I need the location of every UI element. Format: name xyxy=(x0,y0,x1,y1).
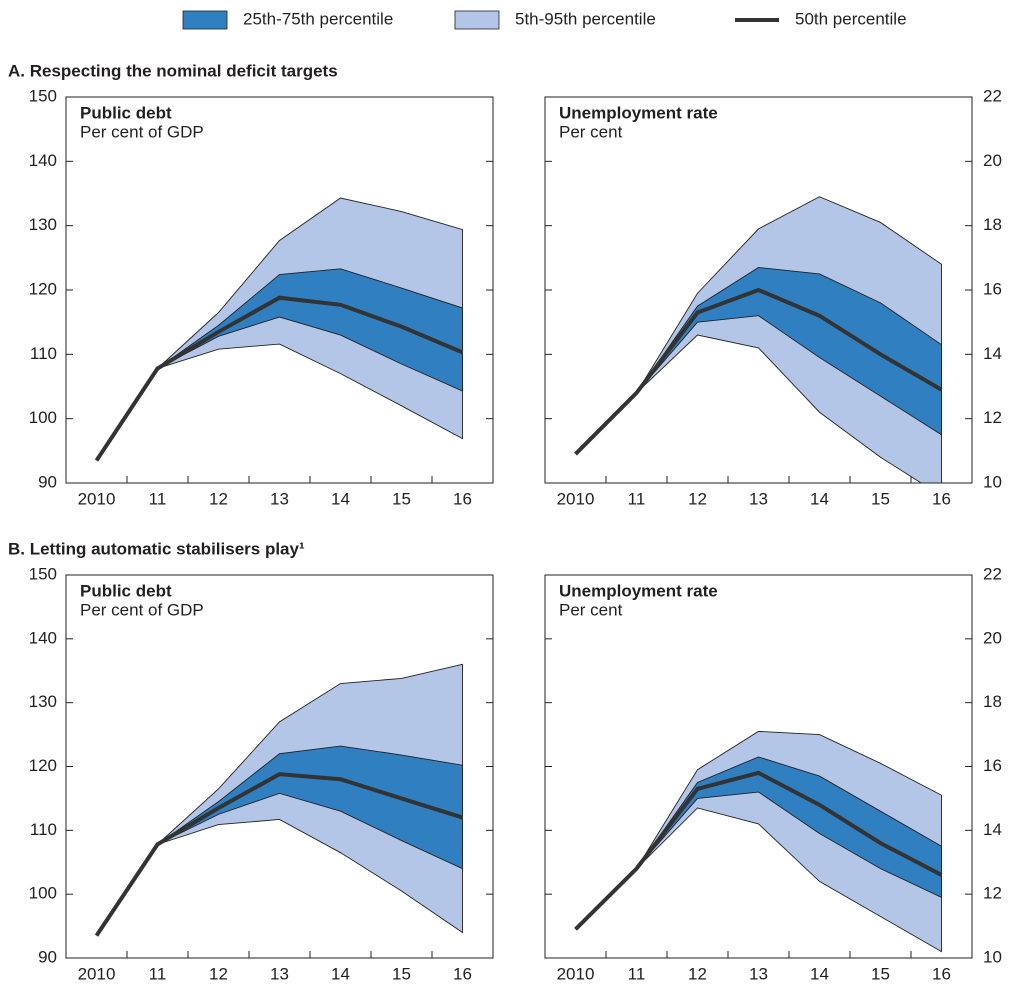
y-tick-label: 12 xyxy=(983,408,1002,427)
plot xyxy=(574,196,943,483)
y-tick-label: 120 xyxy=(29,279,57,298)
y-tick-label: 130 xyxy=(29,692,57,711)
panel-subtitle: Per cent of GDP xyxy=(80,600,204,619)
x-tick-label: 11 xyxy=(149,964,167,983)
y-tick-label: 140 xyxy=(29,151,57,170)
plot xyxy=(94,197,464,462)
percentile-band xyxy=(636,756,942,899)
x-tick-label: 13 xyxy=(749,489,768,508)
plot xyxy=(94,663,464,937)
x-tick-label: 15 xyxy=(871,964,890,983)
y-tick-label: 10 xyxy=(983,472,1002,491)
y-tick-label: 90 xyxy=(38,472,57,491)
x-tick-label: 11 xyxy=(149,489,167,508)
legend-swatch xyxy=(454,10,500,30)
y-tick-label: 110 xyxy=(30,344,57,363)
y-tick-label: 130 xyxy=(29,215,57,234)
x-tick-label: 15 xyxy=(871,489,890,508)
y-tick-label: 20 xyxy=(983,628,1002,647)
x-tick-label: 12 xyxy=(209,489,228,508)
x-tick-label: 12 xyxy=(209,964,228,983)
legend-label: 50th percentile xyxy=(795,9,907,28)
x-tick-label: 2010 xyxy=(557,964,595,983)
y-tick-label: 150 xyxy=(29,564,57,583)
x-tick-label: 13 xyxy=(749,964,768,983)
y-tick-label: 16 xyxy=(983,279,1002,298)
percentile-band xyxy=(157,268,463,392)
x-tick-label: 15 xyxy=(392,489,411,508)
panel-subtitle: Per cent of GDP xyxy=(80,122,204,141)
y-tick-label: 100 xyxy=(29,408,57,427)
x-tick-label: 2010 xyxy=(78,964,116,983)
y-tick-label: 18 xyxy=(983,692,1002,711)
legend-label: 25th-75th percentile xyxy=(243,9,393,28)
panel-title: Public debt xyxy=(80,581,172,600)
y-tick-label: 150 xyxy=(29,86,57,105)
y-tick-label: 16 xyxy=(983,756,1002,775)
x-tick-label: 2010 xyxy=(557,489,595,508)
y-tick-label: 14 xyxy=(983,820,1002,839)
plot xyxy=(574,730,943,953)
panel-title: Unemployment rate xyxy=(559,581,718,600)
median-line xyxy=(574,287,943,456)
y-tick-label: 22 xyxy=(983,564,1002,583)
y-tick-label: 100 xyxy=(29,884,57,903)
x-tick-label: 15 xyxy=(392,964,411,983)
panel-subtitle: Per cent xyxy=(559,122,623,141)
x-tick-label: 14 xyxy=(331,964,350,983)
y-tick-label: 14 xyxy=(983,344,1002,363)
x-tick-label: 11 xyxy=(628,964,646,983)
y-tick-label: 120 xyxy=(29,756,57,775)
x-tick-label: 2010 xyxy=(78,489,116,508)
x-tick-label: 16 xyxy=(932,489,951,508)
panel-title: Unemployment rate xyxy=(559,103,718,122)
x-tick-label: 14 xyxy=(810,964,829,983)
panel-title: Public debt xyxy=(80,103,172,122)
median-line xyxy=(94,772,464,937)
legend-label: 5th-95th percentile xyxy=(515,9,656,28)
x-tick-label: 16 xyxy=(453,964,472,983)
x-tick-label: 11 xyxy=(628,489,646,508)
panel-subtitle: Per cent xyxy=(559,600,623,619)
x-tick-label: 16 xyxy=(453,489,472,508)
y-tick-label: 12 xyxy=(983,884,1002,903)
y-tick-label: 20 xyxy=(983,151,1002,170)
x-tick-label: 12 xyxy=(688,964,707,983)
legend-swatch xyxy=(182,10,228,30)
y-tick-label: 10 xyxy=(983,947,1002,966)
section-title: B. Letting automatic stabilisers play¹ xyxy=(8,539,305,558)
x-tick-label: 13 xyxy=(270,964,289,983)
median-line xyxy=(574,770,943,931)
x-tick-label: 13 xyxy=(270,489,289,508)
section-title: A. Respecting the nominal deficit target… xyxy=(8,61,338,80)
x-tick-label: 16 xyxy=(932,964,951,983)
x-tick-label: 12 xyxy=(688,489,707,508)
x-tick-label: 14 xyxy=(331,489,350,508)
y-tick-label: 22 xyxy=(983,86,1002,105)
y-tick-label: 90 xyxy=(38,947,57,966)
y-tick-label: 110 xyxy=(30,820,57,839)
y-tick-label: 140 xyxy=(29,628,57,647)
median-line xyxy=(94,295,464,462)
x-tick-label: 14 xyxy=(810,489,829,508)
y-tick-label: 18 xyxy=(983,215,1002,234)
